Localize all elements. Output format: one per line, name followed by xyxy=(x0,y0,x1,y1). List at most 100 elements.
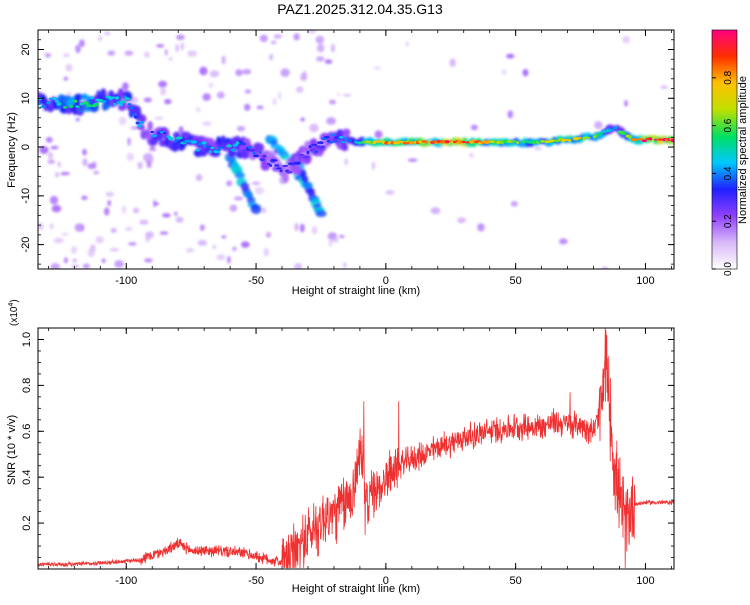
spectrogram-speckle xyxy=(242,68,252,75)
spectrogram-speckle xyxy=(299,223,305,233)
x-tick-label: -50 xyxy=(248,575,264,587)
y-tick-label: 0.2 xyxy=(21,515,33,530)
spectrogram-speckle xyxy=(229,204,238,212)
spectrogram-ridge-peak xyxy=(235,141,240,145)
spectrogram-ridge-peak xyxy=(298,153,305,157)
spectrogram-speckle xyxy=(316,56,325,62)
spectrogram-ridge-peak xyxy=(339,135,344,139)
spectrogram-speckle xyxy=(71,246,77,254)
spectrogram-speckle xyxy=(130,126,139,130)
spectrogram-ridge-peak xyxy=(41,104,47,108)
spectrogram-ridge-peak xyxy=(516,141,520,144)
spectrogram-ridge-peak xyxy=(113,102,117,106)
colorbar-tick-label: 0.4 xyxy=(723,166,734,180)
colorbar-gradient xyxy=(711,29,738,270)
snr-x-label: Height of straight line (km) xyxy=(292,583,420,595)
spectrogram-ridge-peak xyxy=(75,105,80,108)
spectrogram-speckle xyxy=(62,53,70,58)
spectrogram-ridge-peak xyxy=(226,144,232,148)
spectrogram-speckle xyxy=(38,222,44,230)
spectrogram-ridge-peak xyxy=(259,158,265,161)
spectrogram-ridge-peak xyxy=(266,162,271,165)
spectrogram-diagonal-blob xyxy=(234,172,246,179)
spectrogram-ridge-peak xyxy=(175,136,183,140)
spectrogram-speckle xyxy=(55,172,60,178)
spectrogram-speckle xyxy=(278,91,282,100)
spectrogram-speckle xyxy=(660,85,668,89)
spectrogram-speckle xyxy=(405,41,409,47)
spectrogram-speckle xyxy=(61,232,69,236)
spectrogram-ridge-peak xyxy=(131,112,136,116)
spectrogram-ridge-peak xyxy=(133,115,138,119)
spectrogram-ridge-peak xyxy=(308,145,312,149)
spectrogram-speckle xyxy=(212,244,217,250)
spectrogram-ridge-peak xyxy=(190,140,198,144)
spectrogram-speckle xyxy=(50,263,60,269)
spectrogram-diagonal-blob xyxy=(270,139,278,146)
spectrogram-speckle xyxy=(328,238,333,247)
spectrogram-speckle xyxy=(326,117,336,125)
spectrogram-speckle xyxy=(114,260,124,268)
snr-marks xyxy=(38,328,674,569)
spectrogram-plot-area xyxy=(38,30,674,269)
spectrogram-speckle xyxy=(333,236,339,243)
spectrogram-speckle xyxy=(226,180,233,187)
spectrogram-ridge-halo xyxy=(342,128,351,137)
y-tick-label: 0.6 xyxy=(21,424,33,439)
spectrogram-ridge-peak xyxy=(150,130,154,134)
colorbar: 0.0 0.2 0.4 0.6 0.8 Normalized spectral ampl… xyxy=(711,29,749,276)
spectrogram-speckle xyxy=(241,241,250,248)
spectrogram-ridge-peak xyxy=(340,141,347,144)
spectrogram-speckle xyxy=(324,59,333,64)
spectrogram-speckle xyxy=(300,117,305,122)
spectrogram-speckle xyxy=(221,235,227,239)
spectrogram-speckle xyxy=(221,55,226,65)
spectrogram-ridge-peak xyxy=(195,149,200,152)
y-tick-label: -10 xyxy=(20,188,32,204)
spectrogram-ridge-halo xyxy=(100,88,107,100)
spectrogram-speckle xyxy=(124,226,133,232)
colorbar-tick-label: 0.8 xyxy=(723,70,734,84)
spectrogram-ridge-halo xyxy=(207,137,215,146)
spectrogram-ridge-peak xyxy=(46,101,51,105)
spectrogram-ridge-peak xyxy=(93,102,99,106)
spectrogram-speckle xyxy=(199,66,208,76)
spectrogram-ridge-peak xyxy=(38,102,42,106)
spectrogram-speckle xyxy=(507,110,514,119)
spectrogram-ridge-peak xyxy=(649,137,653,141)
spectrogram-ridge-peak xyxy=(123,95,128,98)
spectrogram-speckle xyxy=(187,50,198,57)
spectrogram-ridge-peak xyxy=(151,134,157,138)
spectrogram-ridge-halo xyxy=(300,146,309,154)
spectrogram-speckle xyxy=(156,44,165,48)
spectrogram-ridge-peak xyxy=(262,154,267,158)
spectrogram-speckle xyxy=(259,34,268,43)
figure-title: PAZ1.2025.312.04.35.G13 xyxy=(277,1,443,17)
spectrogram-speckle xyxy=(168,57,173,61)
spectrogram-speckle xyxy=(128,242,137,246)
spectrogram-ridge-peak xyxy=(88,104,92,108)
spectrogram-speckle xyxy=(477,223,485,232)
spectrogram-ridge-halo xyxy=(229,150,237,157)
spectrogram-ridge-peak xyxy=(331,140,339,143)
spectrogram-speckle xyxy=(373,66,382,70)
spectrogram-speckle xyxy=(126,152,134,161)
spectrogram-speckle xyxy=(154,116,164,120)
spectrogram-ridge-peak xyxy=(282,164,289,168)
spectrogram-ridge-peak xyxy=(572,137,580,141)
colorbar-tick-label: 0.0 xyxy=(723,262,734,276)
spectrogram-speckle xyxy=(49,223,54,230)
spectrogram-ridge-peak xyxy=(253,154,259,158)
spectrogram-speckle xyxy=(72,258,77,263)
spectrogram-speckle xyxy=(254,186,265,195)
spectrogram-ridge-peak xyxy=(173,140,178,143)
spectrogram-speckle xyxy=(262,207,266,214)
spectrogram-ridge-peak xyxy=(201,141,207,145)
spectrogram-ridge-peak xyxy=(258,151,262,154)
spectrogram-speckle xyxy=(559,238,568,245)
spectrogram-speckle xyxy=(506,53,515,59)
spectrogram-ridge-peak xyxy=(129,106,134,110)
spectrogram-speckle xyxy=(371,161,375,170)
spectrogram-ridge-peak xyxy=(540,139,545,143)
x-tick-label: -50 xyxy=(248,275,264,287)
